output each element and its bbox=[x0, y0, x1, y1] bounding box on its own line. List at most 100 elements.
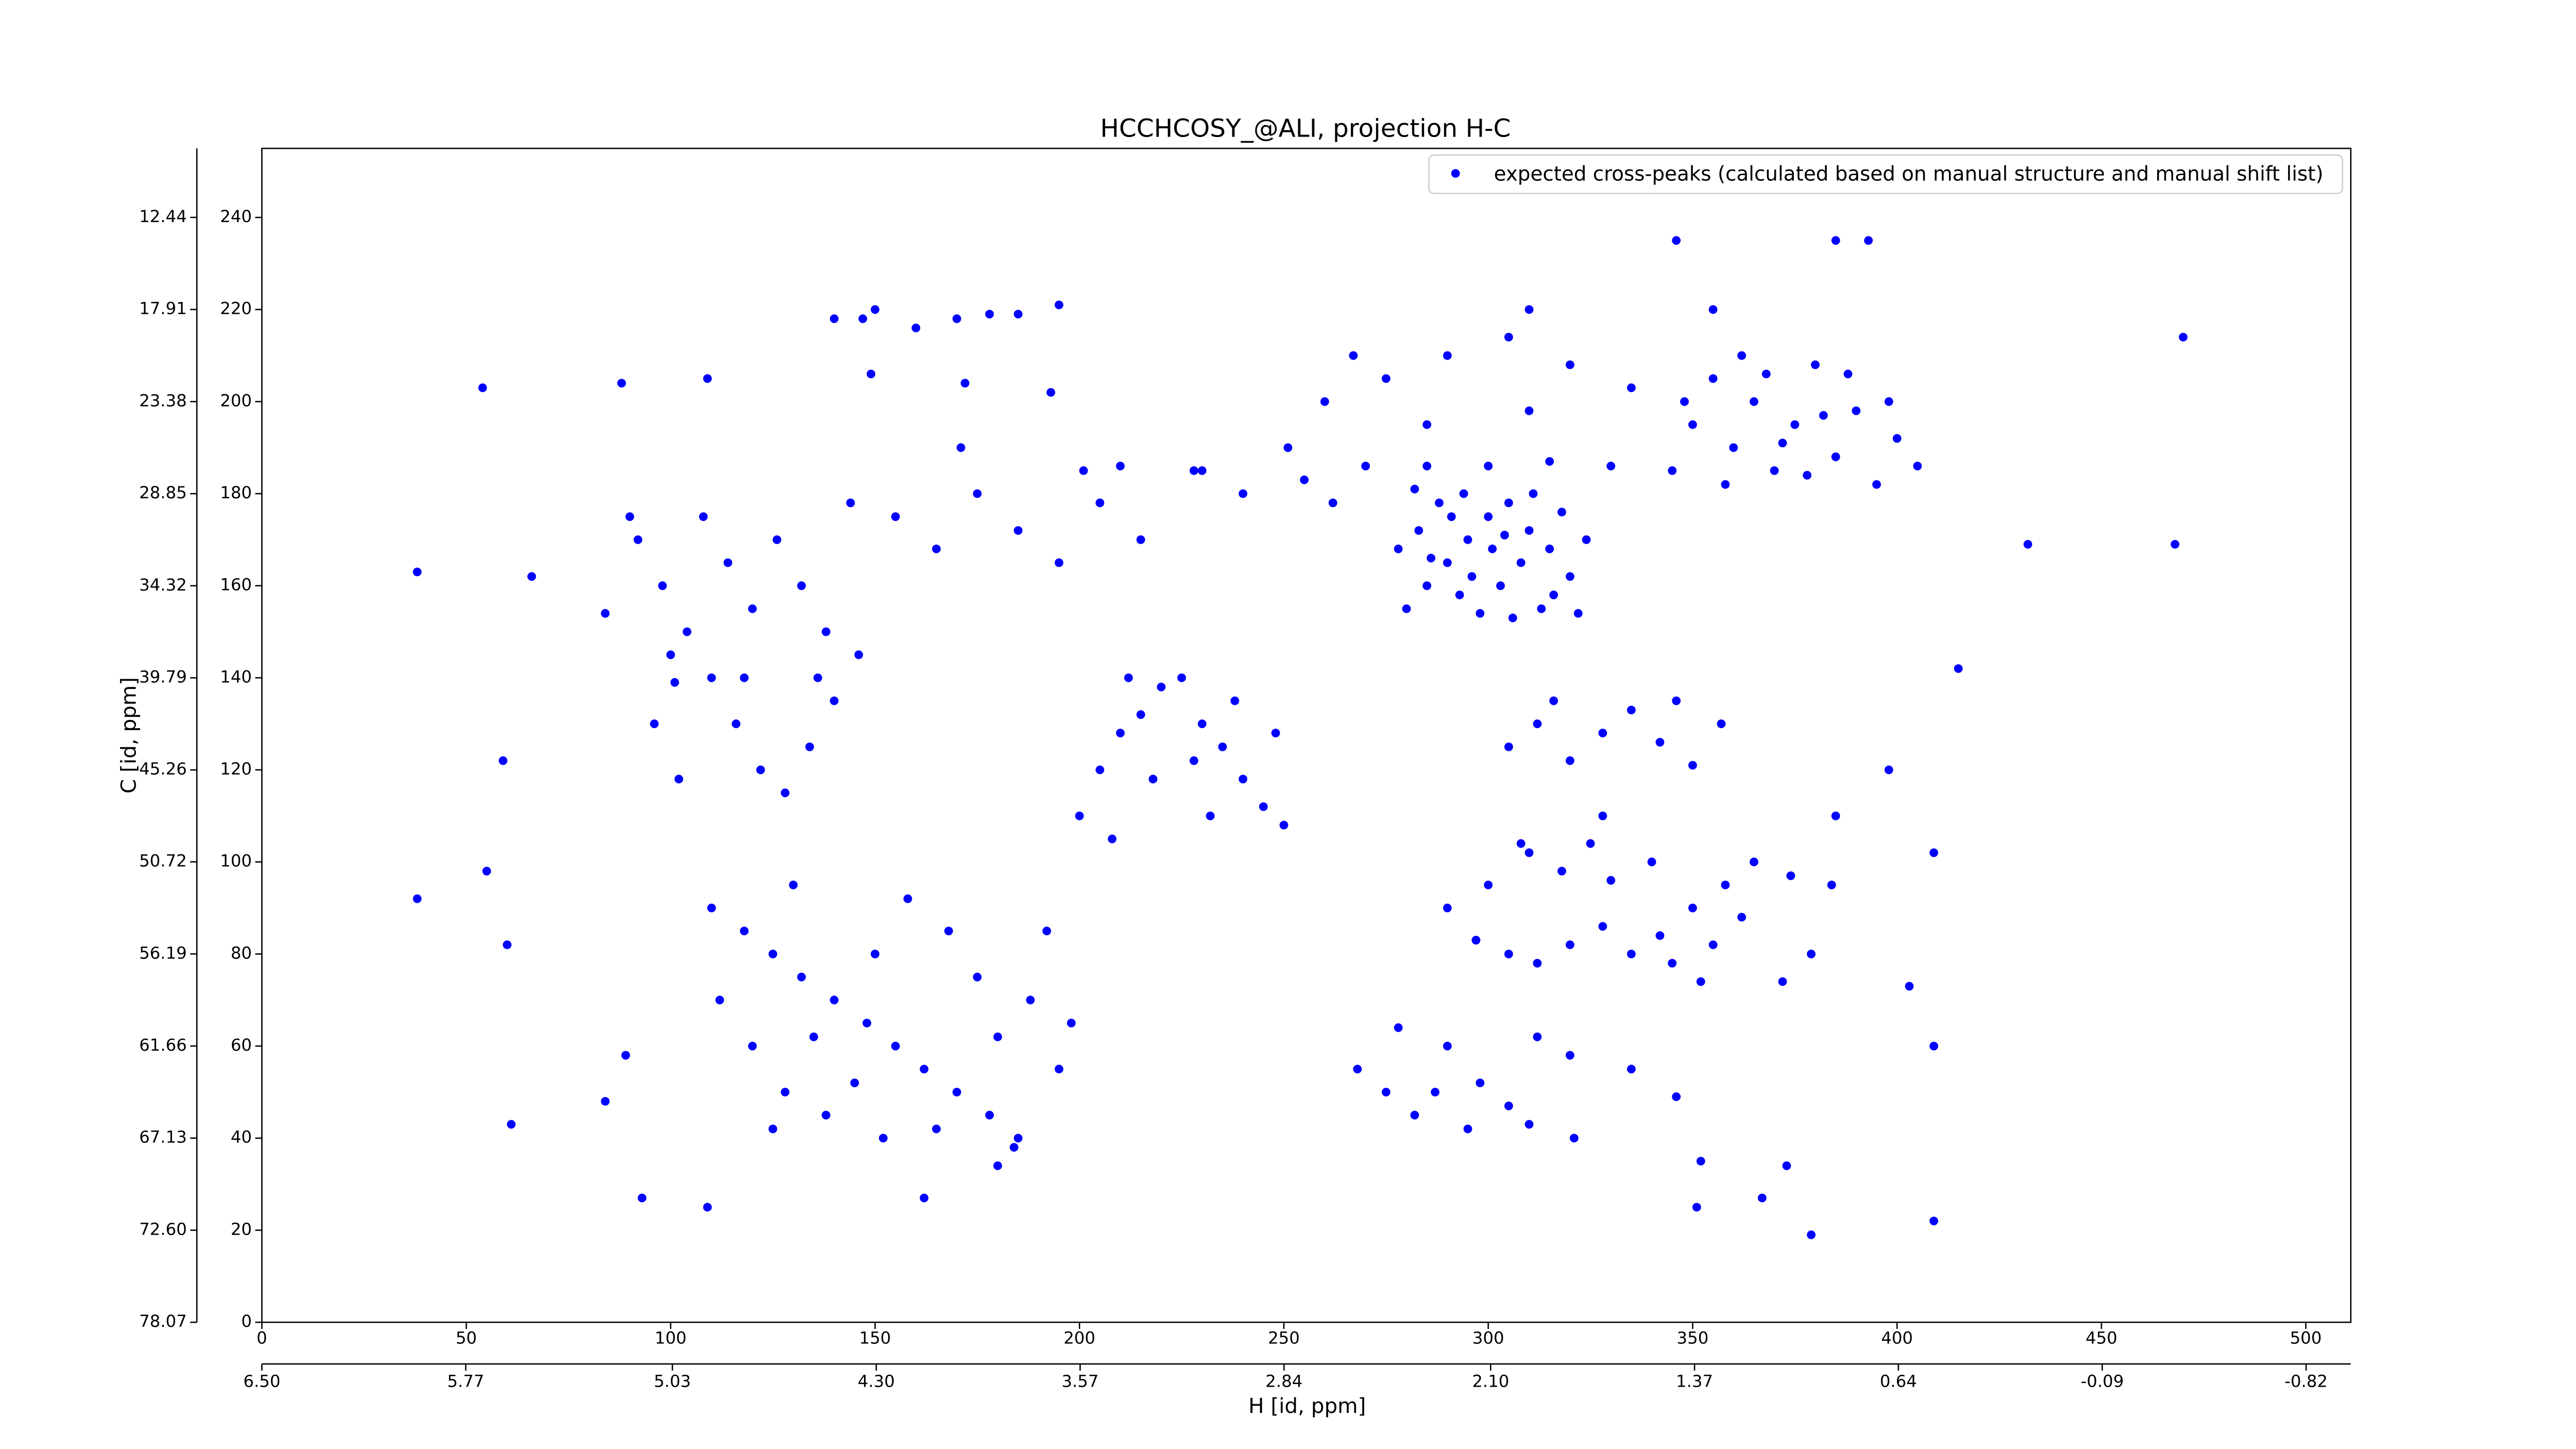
cross-peak bbox=[1496, 581, 1505, 591]
cross-peak bbox=[862, 1018, 872, 1027]
cross-peak bbox=[1218, 742, 1227, 751]
cross-peak bbox=[1422, 462, 1432, 470]
cross-peak bbox=[1410, 484, 1419, 494]
cross-peak bbox=[1692, 1203, 1701, 1212]
cross-peak bbox=[829, 314, 839, 323]
cross-peak bbox=[1586, 839, 1595, 848]
cross-peak bbox=[973, 489, 982, 498]
cross-peak bbox=[748, 1041, 757, 1051]
cross-peak bbox=[781, 1087, 790, 1097]
cross-peak bbox=[1484, 462, 1493, 470]
cross-peak bbox=[1565, 360, 1574, 369]
cross-peak bbox=[478, 383, 487, 392]
cross-peak bbox=[1598, 922, 1607, 931]
cross-peak bbox=[891, 1041, 900, 1051]
cross-peak bbox=[1484, 880, 1493, 889]
cross-peak bbox=[1136, 535, 1145, 544]
cross-peak bbox=[1116, 729, 1125, 737]
cross-peak bbox=[1009, 1143, 1019, 1152]
cross-peak bbox=[858, 314, 868, 323]
x-tick-label: 150 bbox=[859, 1328, 891, 1347]
cross-peak bbox=[1573, 609, 1583, 618]
cross-peak bbox=[1606, 462, 1616, 470]
cross-peak bbox=[1529, 489, 1538, 498]
cross-peak bbox=[650, 719, 659, 729]
cross-peak bbox=[683, 627, 691, 636]
y-tick-label: 240 bbox=[220, 207, 252, 226]
cross-peak bbox=[1672, 696, 1681, 705]
y2-tick-label: 67.13 bbox=[139, 1127, 187, 1147]
cross-peak bbox=[1459, 489, 1468, 498]
cross-peak bbox=[850, 1079, 859, 1087]
cross-peak bbox=[1504, 742, 1513, 751]
legend-marker bbox=[1451, 169, 1460, 178]
cross-peak bbox=[1259, 802, 1268, 811]
cross-peak bbox=[1549, 591, 1558, 599]
cross-peak bbox=[1708, 305, 1718, 314]
cross-peak bbox=[1565, 1051, 1574, 1060]
cross-peak bbox=[674, 774, 684, 784]
cross-peak bbox=[1075, 811, 1084, 820]
cross-peak bbox=[506, 1120, 516, 1129]
cross-peak bbox=[1476, 1079, 1485, 1087]
cross-peak bbox=[932, 544, 941, 553]
cross-peak bbox=[1626, 949, 1636, 958]
x-tick-label: 100 bbox=[655, 1328, 687, 1347]
cross-peak bbox=[920, 1065, 929, 1074]
x2-tick-label: -0.82 bbox=[2284, 1372, 2328, 1391]
y2-tick-label: 50.72 bbox=[139, 851, 187, 871]
y-tick-label: 20 bbox=[231, 1219, 252, 1239]
y2-tick-label: 56.19 bbox=[139, 943, 187, 963]
x-tick-label: 200 bbox=[1063, 1328, 1095, 1347]
cross-peak bbox=[1066, 1018, 1076, 1027]
cross-peak bbox=[1381, 374, 1391, 383]
cross-peak bbox=[1013, 526, 1023, 535]
cross-peak bbox=[1598, 811, 1607, 820]
x2-tick-label: 1.37 bbox=[1676, 1372, 1713, 1391]
cross-peak bbox=[1361, 462, 1370, 470]
cross-peak bbox=[715, 996, 724, 1005]
cross-peak bbox=[1046, 388, 1056, 397]
cross-peak bbox=[1688, 903, 1697, 913]
cross-peak bbox=[829, 696, 839, 705]
cross-peak bbox=[1524, 305, 1534, 314]
x2-tick-label: 0.64 bbox=[1880, 1372, 1917, 1391]
cross-peak bbox=[499, 756, 507, 765]
cross-peak bbox=[625, 512, 634, 521]
cross-peak bbox=[1782, 1161, 1791, 1170]
cross-peak bbox=[768, 1124, 777, 1134]
cross-peak bbox=[1524, 406, 1534, 415]
cross-peak bbox=[1708, 940, 1718, 949]
cross-peak bbox=[1394, 1023, 1403, 1032]
cross-peak bbox=[1668, 466, 1677, 475]
cross-peak bbox=[932, 1124, 941, 1134]
y2-tick-label: 17.91 bbox=[139, 299, 187, 318]
cross-peak bbox=[1271, 729, 1280, 737]
cross-peak bbox=[1394, 544, 1403, 553]
x2-tick-label: 4.30 bbox=[858, 1372, 895, 1391]
cross-peak bbox=[2179, 332, 2188, 342]
cross-peak bbox=[699, 512, 708, 521]
cross-peak bbox=[1443, 351, 1452, 360]
x2-tick-label: 2.84 bbox=[1265, 1372, 1302, 1391]
cross-peak bbox=[707, 673, 716, 682]
cross-peak bbox=[973, 972, 982, 982]
cross-peak bbox=[1688, 761, 1697, 770]
cross-peak bbox=[601, 609, 610, 618]
cross-peak bbox=[1831, 452, 1840, 461]
cross-peak bbox=[1095, 765, 1105, 774]
cross-peak bbox=[1655, 738, 1665, 747]
cross-peak bbox=[952, 1087, 961, 1097]
y-tick-label: 80 bbox=[231, 943, 252, 963]
cross-peak bbox=[1504, 1101, 1513, 1110]
cross-peak bbox=[1582, 535, 1591, 544]
cross-peak bbox=[821, 627, 831, 636]
cross-peak bbox=[903, 894, 912, 903]
x-tick-label: 0 bbox=[257, 1328, 267, 1347]
cross-peak bbox=[1569, 1134, 1579, 1143]
cross-peak bbox=[1279, 820, 1289, 830]
x2-tick-label: -0.09 bbox=[2081, 1372, 2124, 1391]
x-tick-label: 50 bbox=[455, 1328, 477, 1347]
cross-peak bbox=[805, 742, 814, 751]
